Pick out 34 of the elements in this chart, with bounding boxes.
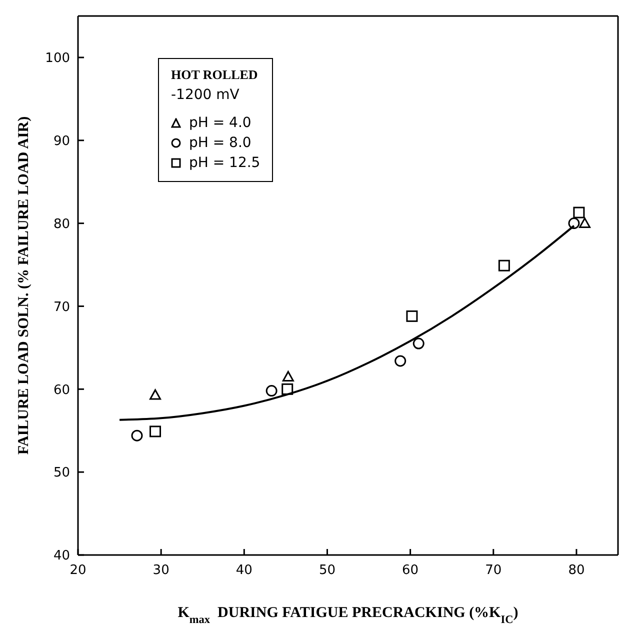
x-axis-title: K$_{max}$ DURING FATIGUE PRECRACKING (%K$_{IC}$) [178,605,518,626]
y-tick-label: 70 [53,300,70,315]
point [282,383,294,395]
x-tick-label: 60 [402,563,419,578]
point [412,338,424,350]
x-tick-label: 20 [70,563,86,578]
x-tick-label: 40 [236,563,252,578]
point [150,389,162,400]
point [498,260,510,272]
point [282,370,294,382]
point [406,310,418,322]
y-tick-label: 40 [53,548,70,564]
point [573,206,585,218]
y-tick-label: 100 [45,51,70,66]
y-tick-label: 60 [53,382,70,398]
x-tick-label: 30 [152,563,170,578]
x-tick-label: 80 [568,563,585,578]
x-tick-label: 50 [318,563,336,578]
point [150,426,162,438]
y-axis-title: FAILURE LOAD SOLN. (% FAILURE LOAD AIR) [16,116,32,455]
point [266,385,278,397]
y-tick-label: 50 [53,466,70,481]
annotation: -1200 mV [171,87,240,103]
point [394,355,406,367]
point [131,430,143,442]
point [579,218,591,228]
point [568,218,580,230]
x-tick-label: 70 [485,563,502,578]
y-tick-label: 90 [53,134,70,149]
legend-label: pH = 4.0 [189,114,252,133]
legend-label: pH = 8.0 [189,134,252,153]
legend-title: HOT ROLLED [171,67,259,83]
legend-label: pH = 12.5 [189,154,260,173]
y-tick-label: 80 [53,216,70,232]
